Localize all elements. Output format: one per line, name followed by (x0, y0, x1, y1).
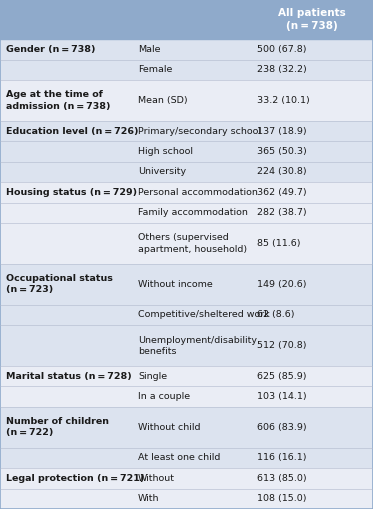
Text: 116 (16.1): 116 (16.1) (257, 454, 307, 463)
Bar (0, 264, 373, 305)
Text: Personal accommodation: Personal accommodation (138, 188, 258, 197)
Text: 137 (18.9): 137 (18.9) (257, 127, 307, 135)
Bar (0, 0, 373, 39)
Text: 625 (85.9): 625 (85.9) (257, 372, 307, 381)
Bar (0, 182, 373, 203)
Bar (0, 448, 373, 468)
Bar (0, 121, 373, 142)
Text: At least one child: At least one child (138, 454, 220, 463)
Bar (0, 305, 373, 325)
Text: In a couple: In a couple (138, 392, 190, 401)
Bar (0, 162, 373, 182)
Text: High school: High school (138, 147, 193, 156)
Text: Primary/secondary school: Primary/secondary school (138, 127, 261, 135)
Text: 365 (50.3): 365 (50.3) (257, 147, 307, 156)
Text: Number of children
(n = 722): Number of children (n = 722) (6, 417, 109, 437)
Text: 224 (30.8): 224 (30.8) (257, 167, 307, 177)
Text: 362 (49.7): 362 (49.7) (257, 188, 307, 197)
Text: 33.2 (10.1): 33.2 (10.1) (257, 96, 310, 105)
Text: Competitive/sheltered work: Competitive/sheltered work (138, 310, 270, 320)
Bar (0, 325, 373, 366)
Text: Legal protection (n = 721): Legal protection (n = 721) (6, 474, 144, 483)
Text: Occupational status
(n = 723): Occupational status (n = 723) (6, 274, 113, 294)
Bar (0, 468, 373, 489)
Bar (0, 366, 373, 386)
Text: Without: Without (138, 474, 175, 483)
Text: 149 (20.6): 149 (20.6) (257, 280, 307, 289)
Text: Marital status (n = 728): Marital status (n = 728) (6, 372, 131, 381)
Bar (0, 223, 373, 264)
Bar (0, 489, 373, 509)
Text: 606 (83.9): 606 (83.9) (257, 423, 307, 432)
Text: Unemployment/disability
benefits: Unemployment/disability benefits (138, 335, 257, 356)
Text: All patients
(n = 738): All patients (n = 738) (278, 8, 345, 31)
Text: Single: Single (138, 372, 167, 381)
Bar (0, 386, 373, 407)
Bar (0, 407, 373, 448)
Text: 103 (14.1): 103 (14.1) (257, 392, 307, 401)
Text: 500 (67.8): 500 (67.8) (257, 45, 307, 54)
Bar (0, 39, 373, 60)
Bar (0, 60, 373, 80)
Text: 238 (32.2): 238 (32.2) (257, 65, 307, 74)
Text: 613 (85.0): 613 (85.0) (257, 474, 307, 483)
Text: Female: Female (138, 65, 172, 74)
Text: University: University (138, 167, 186, 177)
Text: 85 (11.6): 85 (11.6) (257, 239, 301, 248)
Text: Others (supervised
apartment, household): Others (supervised apartment, household) (138, 234, 247, 253)
Bar (0, 142, 373, 162)
Text: Housing status (n = 729): Housing status (n = 729) (6, 188, 137, 197)
Text: Gender (n = 738): Gender (n = 738) (6, 45, 95, 54)
Text: Age at the time of
admission (n = 738): Age at the time of admission (n = 738) (6, 91, 110, 110)
Bar (0, 203, 373, 223)
Text: Without child: Without child (138, 423, 201, 432)
Text: 512 (70.8): 512 (70.8) (257, 341, 307, 350)
Text: 62 (8.6): 62 (8.6) (257, 310, 295, 320)
Bar (0, 80, 373, 121)
Text: 108 (15.0): 108 (15.0) (257, 494, 307, 503)
Text: Mean (SD): Mean (SD) (138, 96, 188, 105)
Text: With: With (138, 494, 160, 503)
Text: Family accommodation: Family accommodation (138, 208, 248, 217)
Text: Without income: Without income (138, 280, 213, 289)
Text: Male: Male (138, 45, 160, 54)
Text: Education level (n = 726): Education level (n = 726) (6, 127, 138, 135)
Text: 282 (38.7): 282 (38.7) (257, 208, 307, 217)
